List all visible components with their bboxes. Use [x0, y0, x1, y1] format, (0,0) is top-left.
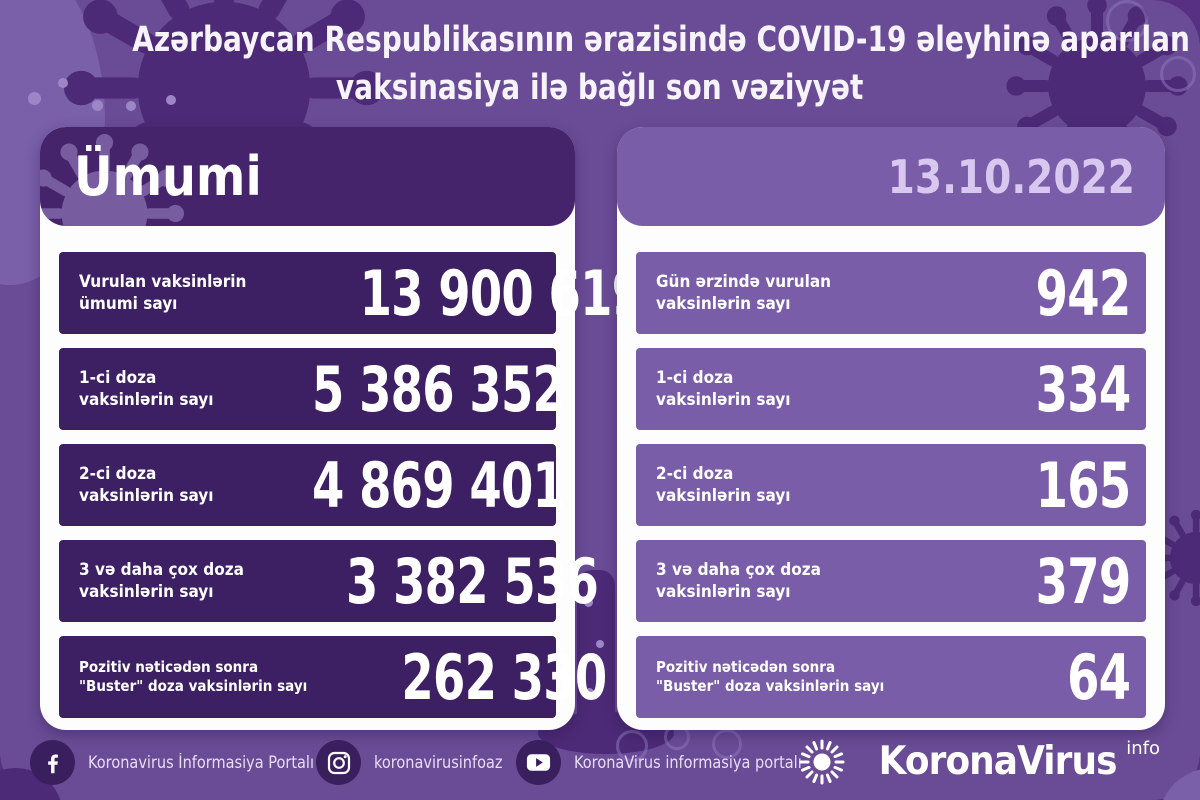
- stat-value: 4 869 401: [312, 448, 566, 522]
- stat-row-daily-all: Gün ərzində vurulan vaksinlərin sayı 942: [636, 252, 1146, 334]
- stat-label: Vurulan vaksinlərin ümumi sayı: [79, 271, 247, 314]
- stat-row-total-dose2: 2-ci doza vaksinlərin sayı 4 869 401: [59, 444, 565, 526]
- title-line-1: Azərbaycan Respublikasının ərazisində CO…: [132, 20, 1190, 60]
- stat-row-daily-dose3plus: 3 və daha çox doza vaksinlərin sayı 379: [636, 540, 1146, 622]
- dot-decoration: [92, 100, 103, 111]
- facebook-link[interactable]: Koronavirus İnformasiya Portalı: [30, 740, 345, 785]
- stat-label: Pozitiv nəticədən sonra "Buster" doza va…: [79, 657, 308, 696]
- youtube-label: KoronaVirus informasiya portalı: [574, 753, 802, 772]
- stat-value: 13 900 619: [359, 256, 644, 330]
- date-label: 13.10.2022: [887, 149, 1135, 204]
- dot-decoration: [126, 101, 136, 111]
- stat-row-total-booster: Pozitiv nəticədən sonra "Buster" doza va…: [59, 636, 607, 718]
- stat-value: 334: [1035, 352, 1131, 426]
- dot-decoration: [585, 688, 594, 697]
- logo-text: KoronaVirus: [878, 739, 1117, 784]
- youtube-link[interactable]: KoronaVirus informasiya portalı: [516, 740, 833, 785]
- daily-panel-header: 13.10.2022: [617, 127, 1165, 226]
- youtube-icon: [516, 740, 561, 785]
- total-stats-panel: Ümumi Vurulan vaksinlərin ümumi sayı 13 …: [40, 127, 644, 730]
- stat-value: 64: [1066, 640, 1131, 714]
- virus-ring-decoration: [712, 729, 742, 759]
- stat-label: 3 və daha çox doza vaksinlərin sayı: [656, 559, 821, 602]
- stat-value: 262 330: [401, 640, 607, 714]
- stat-label: 1-ci doza vaksinlərin sayı: [79, 367, 214, 410]
- virus-ring-decoration: [1160, 56, 1196, 92]
- stat-row-total-dose3plus: 3 və daha çox doza vaksinlərin sayı 3 38…: [59, 540, 599, 622]
- dot-decoration: [596, 640, 604, 648]
- stat-row-total-all: Vurulan vaksinlərin ümumi sayı 13 900 61…: [59, 252, 644, 334]
- total-panel-header: Ümumi: [40, 127, 575, 226]
- stat-value: 165: [1035, 448, 1131, 522]
- stat-row-total-dose1: 1-ci doza vaksinlərin sayı 5 386 352: [59, 348, 565, 430]
- instagram-icon: [316, 740, 361, 785]
- footer: Koronavirus İnformasiya Portalı koronavi…: [0, 738, 1200, 794]
- page-title: Azərbaycan Respublikasının ərazisində CO…: [0, 16, 1200, 113]
- stat-value: 5 386 352: [312, 352, 566, 426]
- stat-row-daily-booster: Pozitiv nəticədən sonra "Buster" doza va…: [636, 636, 1146, 718]
- stat-label: 2-ci doza vaksinlərin sayı: [656, 463, 791, 506]
- instagram-label: koronavirusinfoaz: [374, 753, 503, 772]
- dot-decoration: [584, 598, 593, 607]
- daily-rows: Gün ərzində vurulan vaksinlərin sayı 942…: [636, 252, 1146, 718]
- koronavirus-logo: KoronaVirus info: [796, 736, 1160, 788]
- dot-decoration: [58, 78, 68, 88]
- instagram-link[interactable]: koronavirusinfoaz: [316, 740, 520, 785]
- stat-value: 942: [1035, 256, 1131, 330]
- total-panel-title: Ümumi: [74, 145, 262, 208]
- facebook-icon: [30, 740, 75, 785]
- stat-label: Pozitiv nəticədən sonra "Buster" doza va…: [656, 657, 885, 696]
- virus-ring-decoration: [616, 730, 648, 762]
- daily-stats-panel: 13.10.2022 Gün ərzində vurulan vaksinlər…: [617, 127, 1165, 730]
- virus-ring-decoration: [1106, 0, 1148, 42]
- virus-logo-icon: [799, 739, 845, 785]
- stat-value: 3 382 536: [346, 544, 599, 618]
- stat-value: 379: [1035, 544, 1131, 618]
- stat-label: 2-ci doza vaksinlərin sayı: [79, 463, 214, 506]
- logo-superscript: info: [1126, 738, 1160, 759]
- stat-row-daily-dose2: 2-ci doza vaksinlərin sayı 165: [636, 444, 1146, 526]
- stat-label: 3 və daha çox doza vaksinlərin sayı: [79, 559, 244, 602]
- stat-label: 1-ci doza vaksinlərin sayı: [656, 367, 791, 410]
- dot-decoration: [28, 92, 41, 105]
- facebook-label: Koronavirus İnformasiya Portalı: [88, 753, 314, 772]
- total-rows: Vurulan vaksinlərin ümumi sayı 13 900 61…: [59, 252, 644, 718]
- stat-row-daily-dose1: 1-ci doza vaksinlərin sayı 334: [636, 348, 1146, 430]
- stat-label: Gün ərzində vurulan vaksinlərin sayı: [656, 271, 832, 314]
- dot-decoration: [166, 95, 176, 105]
- title-line-2: vaksinasiya ilə bağlı son vəziyyət: [336, 68, 864, 109]
